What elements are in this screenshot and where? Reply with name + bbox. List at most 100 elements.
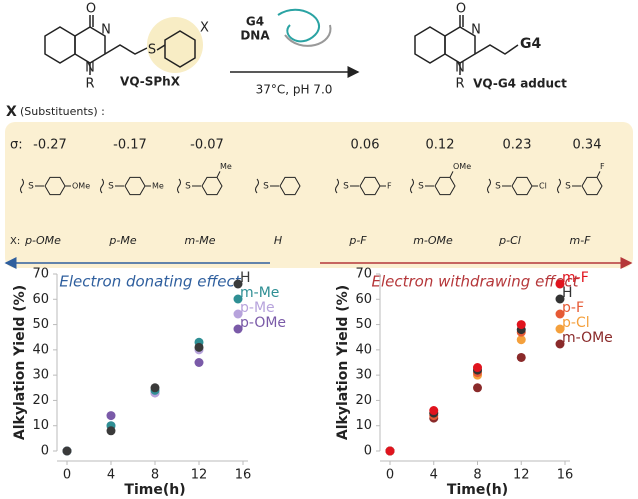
ring xyxy=(124,176,146,196)
y-tick-label: 50 xyxy=(32,317,49,332)
legend-marker xyxy=(555,339,565,349)
reagent: G4 xyxy=(246,15,264,29)
point xyxy=(194,342,204,352)
y-tick-label: 0 xyxy=(41,444,49,459)
y-tick-label: 60 xyxy=(32,292,49,307)
x-label: X: xyxy=(10,236,20,247)
product-structure xyxy=(414,15,519,75)
atom: S xyxy=(495,182,501,192)
x-tick-label: 4 xyxy=(430,468,438,483)
wavy-bond xyxy=(335,178,339,194)
donating-label: Electron donating effect xyxy=(59,273,241,291)
atom: S xyxy=(565,182,571,192)
sigma-value: -0.17 xyxy=(113,138,147,153)
atom: S xyxy=(148,43,156,58)
x-tick-label: 12 xyxy=(191,468,208,483)
atom: O xyxy=(86,2,96,17)
ring xyxy=(511,176,533,196)
y-tick-label: 70 xyxy=(355,267,372,282)
product-group: G4 xyxy=(520,36,541,52)
point xyxy=(473,383,482,393)
subst-note: (Substituents) : xyxy=(20,105,105,118)
subst-name: m-Me xyxy=(185,234,216,247)
y-axis-label: Alkylation Yield (%) xyxy=(12,285,28,440)
x-tick-label: 8 xyxy=(473,468,481,483)
subst-name: m-F xyxy=(569,234,591,247)
y-tick-label: 40 xyxy=(355,342,372,357)
sigma-label: σ: xyxy=(10,138,23,153)
wavy-bond xyxy=(410,178,414,194)
subst-name: m-OMe xyxy=(413,234,453,247)
legend-label: p-Me xyxy=(240,300,275,316)
conditions: 37°C, pH 7.0 xyxy=(256,83,333,97)
point xyxy=(150,383,160,393)
ring xyxy=(279,176,301,196)
legend-marker xyxy=(555,324,565,334)
wavy-bond xyxy=(557,178,561,194)
legend-marker xyxy=(555,279,565,289)
y-tick-label: 20 xyxy=(32,393,49,408)
x-axis-label: Time(h) xyxy=(124,482,185,498)
legend-marker xyxy=(233,324,243,334)
point xyxy=(516,352,526,362)
group: F xyxy=(600,162,605,171)
product-label: VQ-G4 adduct xyxy=(473,77,567,91)
y-tick-label: 60 xyxy=(355,292,372,307)
y-tick-label: 40 xyxy=(32,342,49,357)
ring xyxy=(44,176,66,196)
wavy-bond xyxy=(255,178,259,194)
legend-marker xyxy=(555,309,565,319)
group: OMe xyxy=(72,182,90,191)
withdrawing-label: Electron withdrawing effect xyxy=(372,273,580,291)
atom: S xyxy=(263,182,269,192)
wavy-bond xyxy=(20,178,24,194)
y-tick-label: 70 xyxy=(32,267,49,282)
legend-label: p-F xyxy=(562,300,584,316)
bond xyxy=(216,171,221,178)
x-tick-label: 16 xyxy=(557,468,574,483)
group: OMe xyxy=(453,162,471,171)
legend-marker xyxy=(233,309,243,319)
x-tick-label: 16 xyxy=(235,468,252,483)
subst-name: p-OMe xyxy=(24,234,61,247)
legend-label: m-F xyxy=(562,270,589,286)
legend-label: H xyxy=(240,270,251,286)
point xyxy=(106,411,116,421)
group: Me xyxy=(152,182,164,191)
y-tick-label: 30 xyxy=(355,368,372,383)
point xyxy=(473,363,482,373)
atom: S xyxy=(28,182,34,192)
wavy-bond xyxy=(100,178,104,194)
legend-label: p-OMe xyxy=(240,315,286,331)
x-tick-label: 0 xyxy=(63,468,71,483)
x-tick-label: 12 xyxy=(513,468,530,483)
sigma-value: -0.27 xyxy=(33,138,67,153)
legend-marker xyxy=(233,294,243,304)
point xyxy=(516,335,526,345)
bond xyxy=(449,171,454,178)
y-tick-label: 20 xyxy=(355,393,372,408)
point xyxy=(62,446,72,456)
x-tick-label: 0 xyxy=(386,468,394,483)
subst-name: p-F xyxy=(348,234,367,247)
legend-label: m-Me xyxy=(240,285,279,301)
subst-name: H xyxy=(274,234,282,247)
legend-marker xyxy=(555,294,565,304)
atom: O xyxy=(456,2,466,17)
point xyxy=(194,358,204,367)
reactant-structure xyxy=(44,15,203,75)
sigma-value: 0.23 xyxy=(503,138,532,153)
atom: N xyxy=(101,23,111,38)
reactant-label: VQ-SPhX xyxy=(120,75,181,89)
subst-name: p-Cl xyxy=(498,234,521,247)
subst-name: p-Me xyxy=(108,234,136,247)
reagent: DNA xyxy=(240,29,270,43)
sigma-value: 0.34 xyxy=(573,138,602,153)
y-tick-label: 0 xyxy=(364,444,372,459)
atom: S xyxy=(185,182,191,192)
group: Me xyxy=(220,162,232,171)
point xyxy=(385,446,395,456)
y-tick-label: 10 xyxy=(32,418,49,433)
x-axis-label: Time(h) xyxy=(447,482,508,498)
